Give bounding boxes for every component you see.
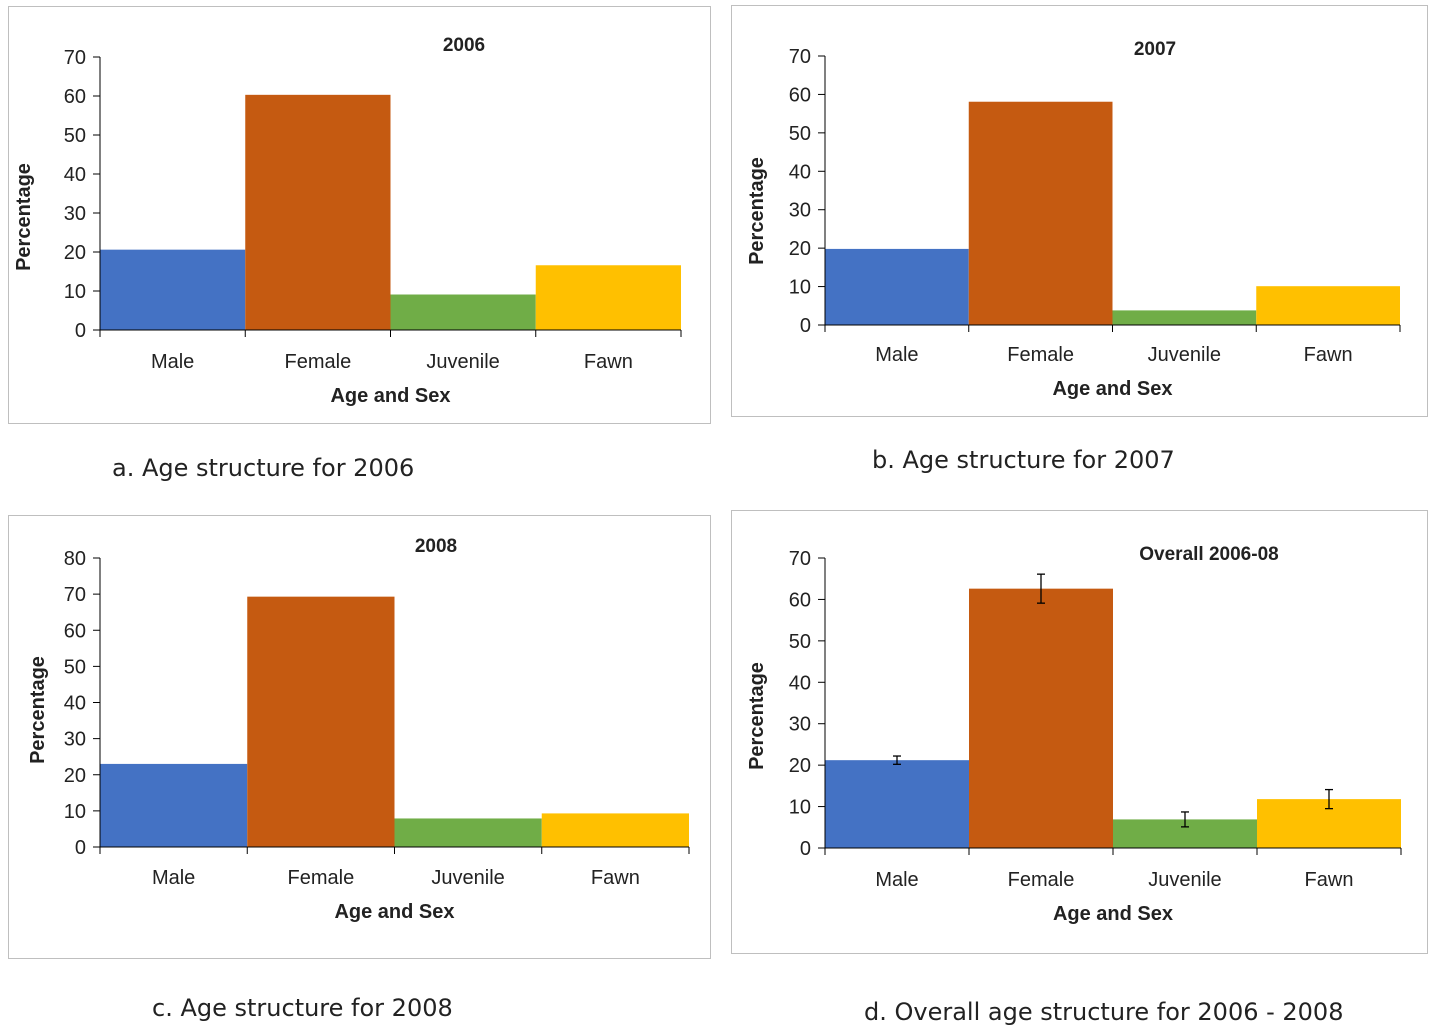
y-axis-label: Percentage [27,656,49,764]
category-label-fawn: Fawn [591,867,640,889]
y-axis-label: Percentage [13,163,35,271]
y-tick-label: 0 [75,837,86,859]
x-axis-label: Age and Sex [1052,378,1172,400]
caption-2006: a. Age structure for 2006 [112,454,415,482]
y-tick-label: 10 [789,797,811,819]
bar-female [969,588,1113,848]
chart-panel-2007: 0 10 20 30 40 50 60 70 Male Female Juvenile Fawn 200… [731,5,1428,417]
error-bar-female [1037,573,1045,604]
y-tick-label: 70 [64,47,86,69]
y-tick-label: 40 [64,164,86,186]
y-tick-label: 0 [75,320,86,342]
y-tick-label: 50 [789,123,811,145]
y-tick-label: 30 [789,200,811,222]
y-tick-label: 30 [789,714,811,736]
chart-title: 2006 [443,35,485,56]
y-tick-label: 50 [789,631,811,653]
y-tick-label: 50 [64,125,86,147]
category-label-female: Female [285,351,352,373]
y-tick-label: 70 [64,584,86,606]
y-tick-label: 60 [789,589,811,611]
category-label-female: Female [1007,344,1074,366]
chart-title: Overall 2006-08 [1139,544,1278,565]
y-tick-label: 70 [789,46,811,68]
category-label-female: Female [1008,869,1075,891]
y-tick-label: 60 [64,86,86,108]
bar-fawn [535,265,681,330]
bar-juvenile [1112,310,1257,325]
y-tick-label: 10 [789,277,811,299]
caption-2008: c. Age structure for 2008 [152,994,453,1022]
bar-male [825,248,969,325]
y-tick-label: 60 [64,620,86,642]
error-bar-juvenile [1181,811,1189,828]
y-axis-label: Percentage [746,157,768,265]
bar-juvenile [394,818,542,847]
category-label-juvenile: Juvenile [1148,344,1221,366]
category-label-male: Male [152,867,195,889]
category-label-juvenile: Juvenile [1148,869,1221,891]
y-tick-label: 30 [64,729,86,751]
category-label-juvenile: Juvenile [426,351,499,373]
y-tick-label: 20 [789,238,811,260]
y-tick-label: 20 [789,755,811,777]
bar-male [825,760,969,848]
category-label-male: Male [875,869,918,891]
y-tick-label: 10 [64,801,86,823]
y-tick-label: 50 [64,656,86,678]
chart-title: 2007 [1134,39,1176,60]
chart-panel-overall: 0 10 20 30 40 50 60 70 Male Female Juvenile Fawn Ove… [731,510,1428,954]
chart-panel-2006: 0 10 20 30 40 50 60 70 Male Female Juvenile Fawn 200… [8,6,711,424]
bar-female [968,101,1113,325]
caption-2007: b. Age structure for 2007 [872,446,1175,474]
bar-male [100,763,248,847]
y-tick-label: 80 [64,548,86,570]
bar-fawn [541,813,689,847]
error-bar-fawn [1325,788,1333,810]
bar-juvenile [390,294,536,330]
y-axis-label: Percentage [746,662,768,770]
y-tick-label: 70 [789,548,811,570]
bar-male [100,249,246,330]
chart-title: 2008 [415,536,457,557]
category-label-fawn: Fawn [1304,344,1353,366]
bar-fawn [1256,286,1400,325]
x-axis-label: Age and Sex [334,901,454,923]
category-label-male: Male [151,351,194,373]
y-tick-label: 60 [789,84,811,106]
chart-2006-svg: 0 10 20 30 40 50 60 70 Male Female Juvenile Fawn 200… [8,6,711,424]
y-tick-label: 0 [800,838,811,860]
x-axis-label: Age and Sex [330,385,450,407]
y-tick-label: 20 [64,765,86,787]
x-axis-label: Age and Sex [1053,903,1173,925]
caption-overall: d. Overall age structure for 2006 - 2008 [864,998,1344,1026]
category-label-female: Female [288,867,355,889]
category-label-fawn: Fawn [1305,869,1354,891]
bar-female [247,596,395,847]
y-tick-label: 40 [789,161,811,183]
y-tick-label: 30 [64,203,86,225]
y-tick-label: 10 [64,281,86,303]
error-bar-male [893,755,901,765]
category-label-juvenile: Juvenile [431,867,504,889]
y-tick-label: 40 [64,693,86,715]
y-tick-label: 40 [789,672,811,694]
category-label-male: Male [875,344,918,366]
y-tick-label: 0 [800,315,811,337]
category-label-fawn: Fawn [584,351,633,373]
chart-overall-svg: 0 10 20 30 40 50 60 70 Male Female Juvenile Fawn Ove… [731,510,1428,954]
chart-2007-svg: 0 10 20 30 40 50 60 70 Male Female Juvenile Fawn 200… [731,5,1428,417]
chart-2008-svg: 0 10 20 30 40 50 60 70 80 Male Female Juvenile Fawn 2… [8,515,711,959]
chart-panel-2008: 0 10 20 30 40 50 60 70 80 Male Female Juvenile Fawn 2… [8,515,711,959]
bar-female [245,94,391,330]
y-tick-label: 20 [64,242,86,264]
